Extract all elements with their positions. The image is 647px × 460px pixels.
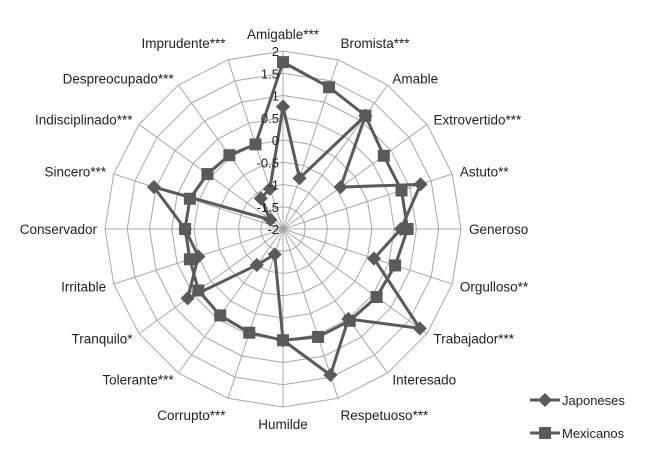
category-label: Bromista*** [340,36,410,51]
data-point-diamond [263,212,278,227]
legend-item-japoneses: Japoneses [530,392,625,408]
data-point-diamond [333,180,348,195]
tick-label: 0 [272,133,279,148]
radar-series [146,56,428,383]
category-label: Imprudente*** [141,36,226,51]
category-labels: Amigable*** Bromista*** Amable Extrovertido… [20,27,529,432]
data-point-square [223,149,236,162]
grid-spoke [282,228,428,335]
data-point-square [214,309,227,322]
grid-spoke [282,123,428,230]
category-label: Tolerante*** [102,372,174,387]
data-point-diamond [267,247,282,262]
data-point-diamond [292,171,307,186]
data-point-square [370,291,383,304]
grid-spoke [138,228,284,335]
category-label: Conservador [20,222,98,237]
data-point-square [323,81,336,94]
category-label: Orgulloso** [460,279,529,294]
data-point-square [401,223,414,235]
legend-label: Mexicanos [562,426,625,441]
data-point-square [249,138,262,151]
radial-tick-labels: 2 1.5 1 0.5 0 -0.5 -1 -1.5 -2 [257,44,279,237]
data-point-diamond [249,257,264,273]
data-point-square [277,56,289,69]
series-mexicanos [179,56,414,347]
legend-item-mexicanos: Mexicanos [530,426,625,441]
data-point-diamond [180,291,195,306]
tick-label: -2 [267,222,279,237]
category-label: Corrupto*** [157,408,226,423]
tick-label: -1.5 [257,200,279,215]
category-label: Tranquilo* [71,331,133,346]
radar-grid [104,50,462,408]
tick-label: 0.5 [261,111,279,126]
data-point-square [201,168,214,181]
legend: Japoneses Mexicanos [530,392,625,441]
tick-label: 1 [272,89,279,104]
data-point-square [183,192,196,205]
data-point-diamond [412,321,427,336]
grid-spoke [113,173,284,230]
data-point-square [192,284,205,297]
data-point-square [343,314,356,327]
grid-spoke [282,84,389,230]
data-point-square [312,330,325,343]
data-point-diamond [253,191,268,206]
data-point-square [243,326,256,339]
data-point-diamond [413,177,428,192]
category-label: Irritable [61,279,106,294]
data-point-square [395,184,408,197]
data-point-square [183,253,196,266]
legend-label: Japoneses [562,393,625,408]
category-label: Trabajador*** [433,331,514,346]
category-label: Sincero*** [45,165,107,180]
category-label: Respetuoso*** [340,408,429,423]
category-label: Interesado [392,372,456,387]
category-label: Despreocupado*** [63,72,175,87]
data-point-diamond [323,367,338,383]
tick-label: 1.5 [261,66,279,81]
grid-spoke [282,173,453,230]
data-point-square [179,223,192,235]
data-point-square [377,149,390,162]
tick-label: -1 [267,178,279,193]
category-label: Amigable*** [247,27,320,42]
data-point-diamond [275,99,291,114]
data-point-diamond [262,181,278,196]
category-label: Astuto** [460,165,510,180]
category-label: Extrovertido*** [433,113,522,128]
category-label: Generoso [469,222,528,237]
data-point-diamond [146,179,161,195]
data-point-square [359,109,372,122]
tick-label: 2 [272,44,279,59]
data-point-diamond [366,251,382,266]
category-label: Indisciplinado*** [35,113,133,128]
tick-label: -0.5 [257,155,279,170]
data-point-square [389,259,402,272]
category-label: Amable [392,72,438,87]
square-marker-icon [539,427,551,439]
data-point-square [277,334,289,347]
grid-spoke [282,228,453,285]
category-label: Humilde [258,417,308,432]
grid-spoke [282,228,389,374]
diamond-marker-icon [537,392,553,408]
grid-spoke [177,228,284,374]
